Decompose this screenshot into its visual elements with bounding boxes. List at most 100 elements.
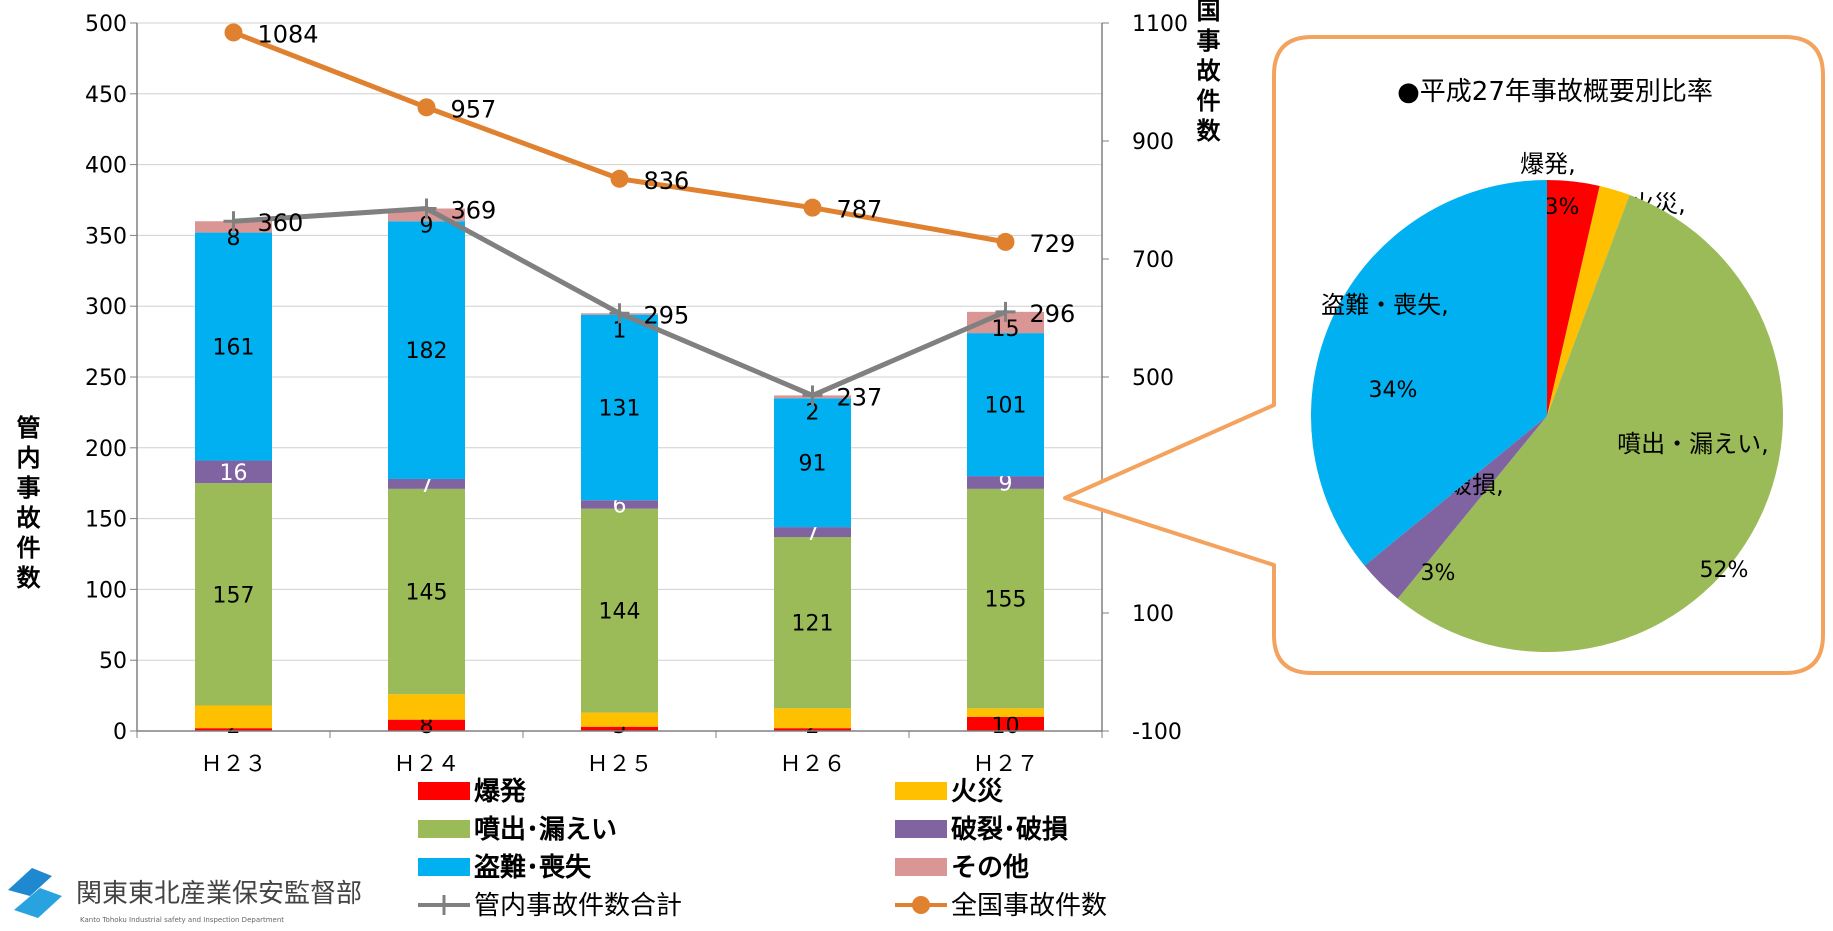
legend-label: 全国事故件数	[951, 891, 1107, 921]
data-label: 145	[406, 581, 448, 606]
logo: 関東東北産業保安監督部 Kanto Tohoku Industrial safet…	[8, 868, 362, 924]
data-label: 8	[227, 226, 241, 251]
legend-label: 盗難･喪失	[474, 852, 592, 883]
bar-segment	[388, 719, 465, 731]
pie-callout: ●平成27年事故概要別比率爆発,3%火災,2%噴出・漏えい,52%破裂・破損,3…	[1063, 35, 1825, 675]
line-data-label: 360	[258, 209, 304, 237]
bar-segment	[195, 483, 272, 706]
data-label: 121	[792, 612, 834, 637]
bar-segment	[195, 705, 272, 729]
bar-segment	[774, 708, 851, 729]
legend-label: その他	[951, 853, 1029, 883]
line-path	[232, 30, 1006, 245]
bar-segment	[774, 398, 851, 528]
bar-segment	[581, 726, 658, 731]
bar-segment	[774, 537, 851, 709]
bar-segment	[967, 311, 1044, 334]
pie-slice-percent: 3%	[1421, 561, 1456, 586]
data-label: 155	[985, 588, 1027, 613]
legend-label: 火災	[951, 777, 1004, 807]
data-label: 8	[420, 714, 434, 739]
legend-label: 管内事故件数合計	[474, 891, 682, 921]
y-tick-label-left: 350	[85, 224, 127, 249]
pie-slice-label: 盗難・喪失,	[1321, 291, 1449, 319]
y-tick-label-left: 0	[113, 720, 127, 745]
data-label: 2	[806, 400, 820, 425]
y-tick-label-right: -100	[1132, 720, 1182, 745]
y-tick-label-left: 400	[85, 154, 127, 179]
x-tick-label: Ｈ２５	[586, 752, 652, 777]
y-tick-label-left: 200	[85, 437, 127, 462]
bar-segment	[388, 478, 465, 489]
bar-segment	[774, 527, 851, 538]
x-tick-label: Ｈ２７	[972, 752, 1038, 777]
line-series: 360 369 295 237 296 1084 957 836 787 729	[223, 20, 1076, 411]
legend-label: 爆発	[474, 777, 527, 807]
bar-segment	[967, 476, 1044, 489]
line-data-label: 957	[451, 95, 497, 123]
pie-slice-percent: 3%	[1545, 195, 1580, 220]
legend-swatch	[895, 782, 947, 800]
line-data-label: 295	[644, 301, 690, 329]
data-label: 182	[406, 339, 448, 364]
y-tick-label-right: 700	[1132, 248, 1174, 273]
line-data-label: 787	[837, 196, 883, 224]
pie-slice-label: 噴出・漏えい,	[1617, 430, 1769, 458]
y-axis-title-left: 管内事故件数	[12, 414, 40, 595]
bar-segment	[967, 708, 1044, 717]
data-label: 9	[999, 471, 1013, 496]
data-label: 9	[420, 213, 434, 238]
data-label: 161	[213, 336, 255, 361]
y-tick-label-left: 50	[99, 649, 127, 674]
y-tick-label-right: 100	[1132, 602, 1174, 627]
y-axis-title-right: 全国事故件数	[1192, 0, 1221, 148]
line-point	[224, 23, 243, 42]
y-tick-label-left: 100	[85, 578, 127, 603]
y-tick-label-left: 250	[85, 366, 127, 391]
bar-segment	[774, 728, 851, 731]
data-label: 157	[213, 583, 255, 608]
pie-slice-percent: 52%	[1700, 558, 1749, 583]
y-tick-label-right: 900	[1132, 130, 1174, 155]
y-tick-label-left: 150	[85, 508, 127, 533]
data-label: 7	[420, 473, 434, 498]
y-tick-label-left: 300	[85, 295, 127, 320]
x-tick-label: Ｈ２４	[393, 752, 459, 777]
line-data-label: 729	[1030, 230, 1076, 258]
legend-swatch	[895, 820, 947, 838]
bar-segment	[195, 728, 272, 731]
pie-title: ●平成27年事故概要別比率	[1397, 77, 1713, 107]
data-label: 131	[599, 396, 641, 421]
pie-slice	[1547, 185, 1630, 416]
bar-segment	[388, 488, 465, 695]
bar-segment	[967, 716, 1044, 731]
line-data-label: 836	[644, 167, 690, 195]
line-data-label: 237	[837, 383, 883, 411]
y-tick-label-left: 500	[85, 12, 127, 37]
bar-segment	[581, 508, 658, 713]
line-data-label: 369	[451, 196, 497, 224]
bar-segment	[967, 488, 1044, 709]
data-label: 91	[799, 452, 827, 477]
x-tick-label: Ｈ２３	[200, 752, 266, 777]
legend-swatch	[418, 782, 470, 800]
line-point	[417, 98, 436, 117]
data-label: 16	[220, 461, 248, 486]
legend-marker	[912, 896, 930, 914]
y-tick-label-right: 1100	[1132, 12, 1188, 37]
line-point	[996, 232, 1015, 251]
pie-slice	[1397, 194, 1784, 653]
logo-subtitle: Kanto Tohoku Industrial safety and Inspe…	[80, 916, 284, 924]
pie-slice-label: 爆発,	[1520, 150, 1576, 178]
legend-swatch	[895, 858, 947, 876]
legend-swatch	[418, 820, 470, 838]
logo-mark-icon	[8, 868, 52, 896]
logo-mark-icon	[14, 888, 62, 918]
pie-slice-percent: 34%	[1369, 378, 1418, 403]
logo-name: 関東東北産業保安監督部	[76, 879, 362, 909]
legend-label: 破裂･破損	[951, 815, 1068, 845]
line-data-label: 296	[1030, 300, 1076, 328]
x-tick-label: Ｈ２６	[779, 752, 845, 777]
